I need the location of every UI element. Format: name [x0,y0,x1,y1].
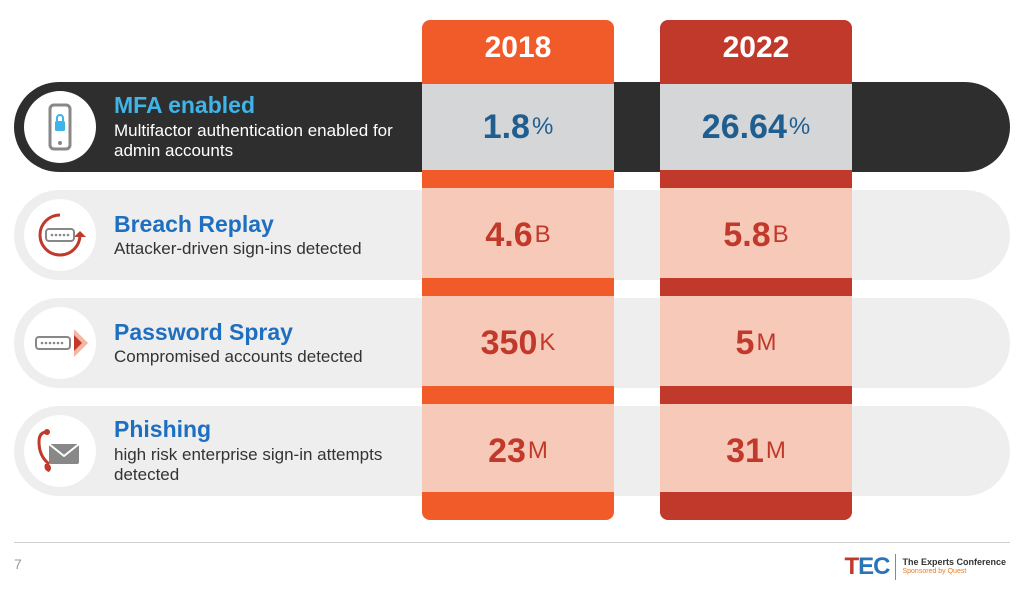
value-cell: 23M [422,404,614,498]
value-cell: 26.64% [660,80,852,174]
value-unit: B [773,221,789,249]
phish-icon [24,415,96,487]
logo-text: The Experts Conference Sponsored by Ques… [902,558,1006,576]
logo-divider [895,554,896,580]
value-unit: % [532,113,553,141]
value-number: 5 [736,324,755,363]
page-number: 7 [14,556,22,572]
value-unit: % [789,113,810,141]
row-subtitle: Attacker-driven sign-ins detected [114,239,362,259]
value-cell: 4.6B [422,188,614,282]
tec-logo-letters: TEC [844,553,889,581]
year-header-2018: 2018 [422,20,614,76]
value-cell: 5.8B [660,188,852,282]
value-cell: 5M [660,296,852,390]
lock-phone-icon [24,91,96,163]
tec-logo: TEC The Experts Conference Sponsored by … [844,553,1006,581]
spray-icon [24,307,96,379]
value-number: 31 [726,432,764,471]
value-cell: 1.8% [422,80,614,174]
column-bottom [422,492,614,520]
row-title: Password Spray [114,319,363,345]
column-gap [422,76,614,84]
row-title: Breach Replay [114,211,362,237]
value-unit: K [539,329,555,357]
value-number: 23 [488,432,526,471]
value-unit: B [535,221,551,249]
value-cell: 350K [422,296,614,390]
value-number: 5.8 [723,216,770,255]
value-number: 26.64 [702,108,787,147]
column-gap [660,76,852,84]
year-header-2022: 2022 [660,20,852,76]
value-number: 350 [481,324,538,363]
value-number: 1.8 [483,108,530,147]
row-title: MFA enabled [114,92,394,118]
row-title: Phishing [114,416,394,442]
row-subtitle: high risk enterprise sign-in attempts de… [114,445,394,486]
value-unit: M [528,437,548,465]
footer-divider [14,542,1010,543]
column-bottom [660,492,852,520]
value-unit: M [756,329,776,357]
value-number: 4.6 [485,216,532,255]
row-subtitle: Compromised accounts detected [114,347,363,367]
row-subtitle: Multifactor authentication enabled for a… [114,121,394,162]
replay-icon [24,199,96,271]
slide: 2018 2022 MFA enabled Multifactor authen… [0,0,1024,591]
value-unit: M [766,437,786,465]
value-cell: 31M [660,404,852,498]
